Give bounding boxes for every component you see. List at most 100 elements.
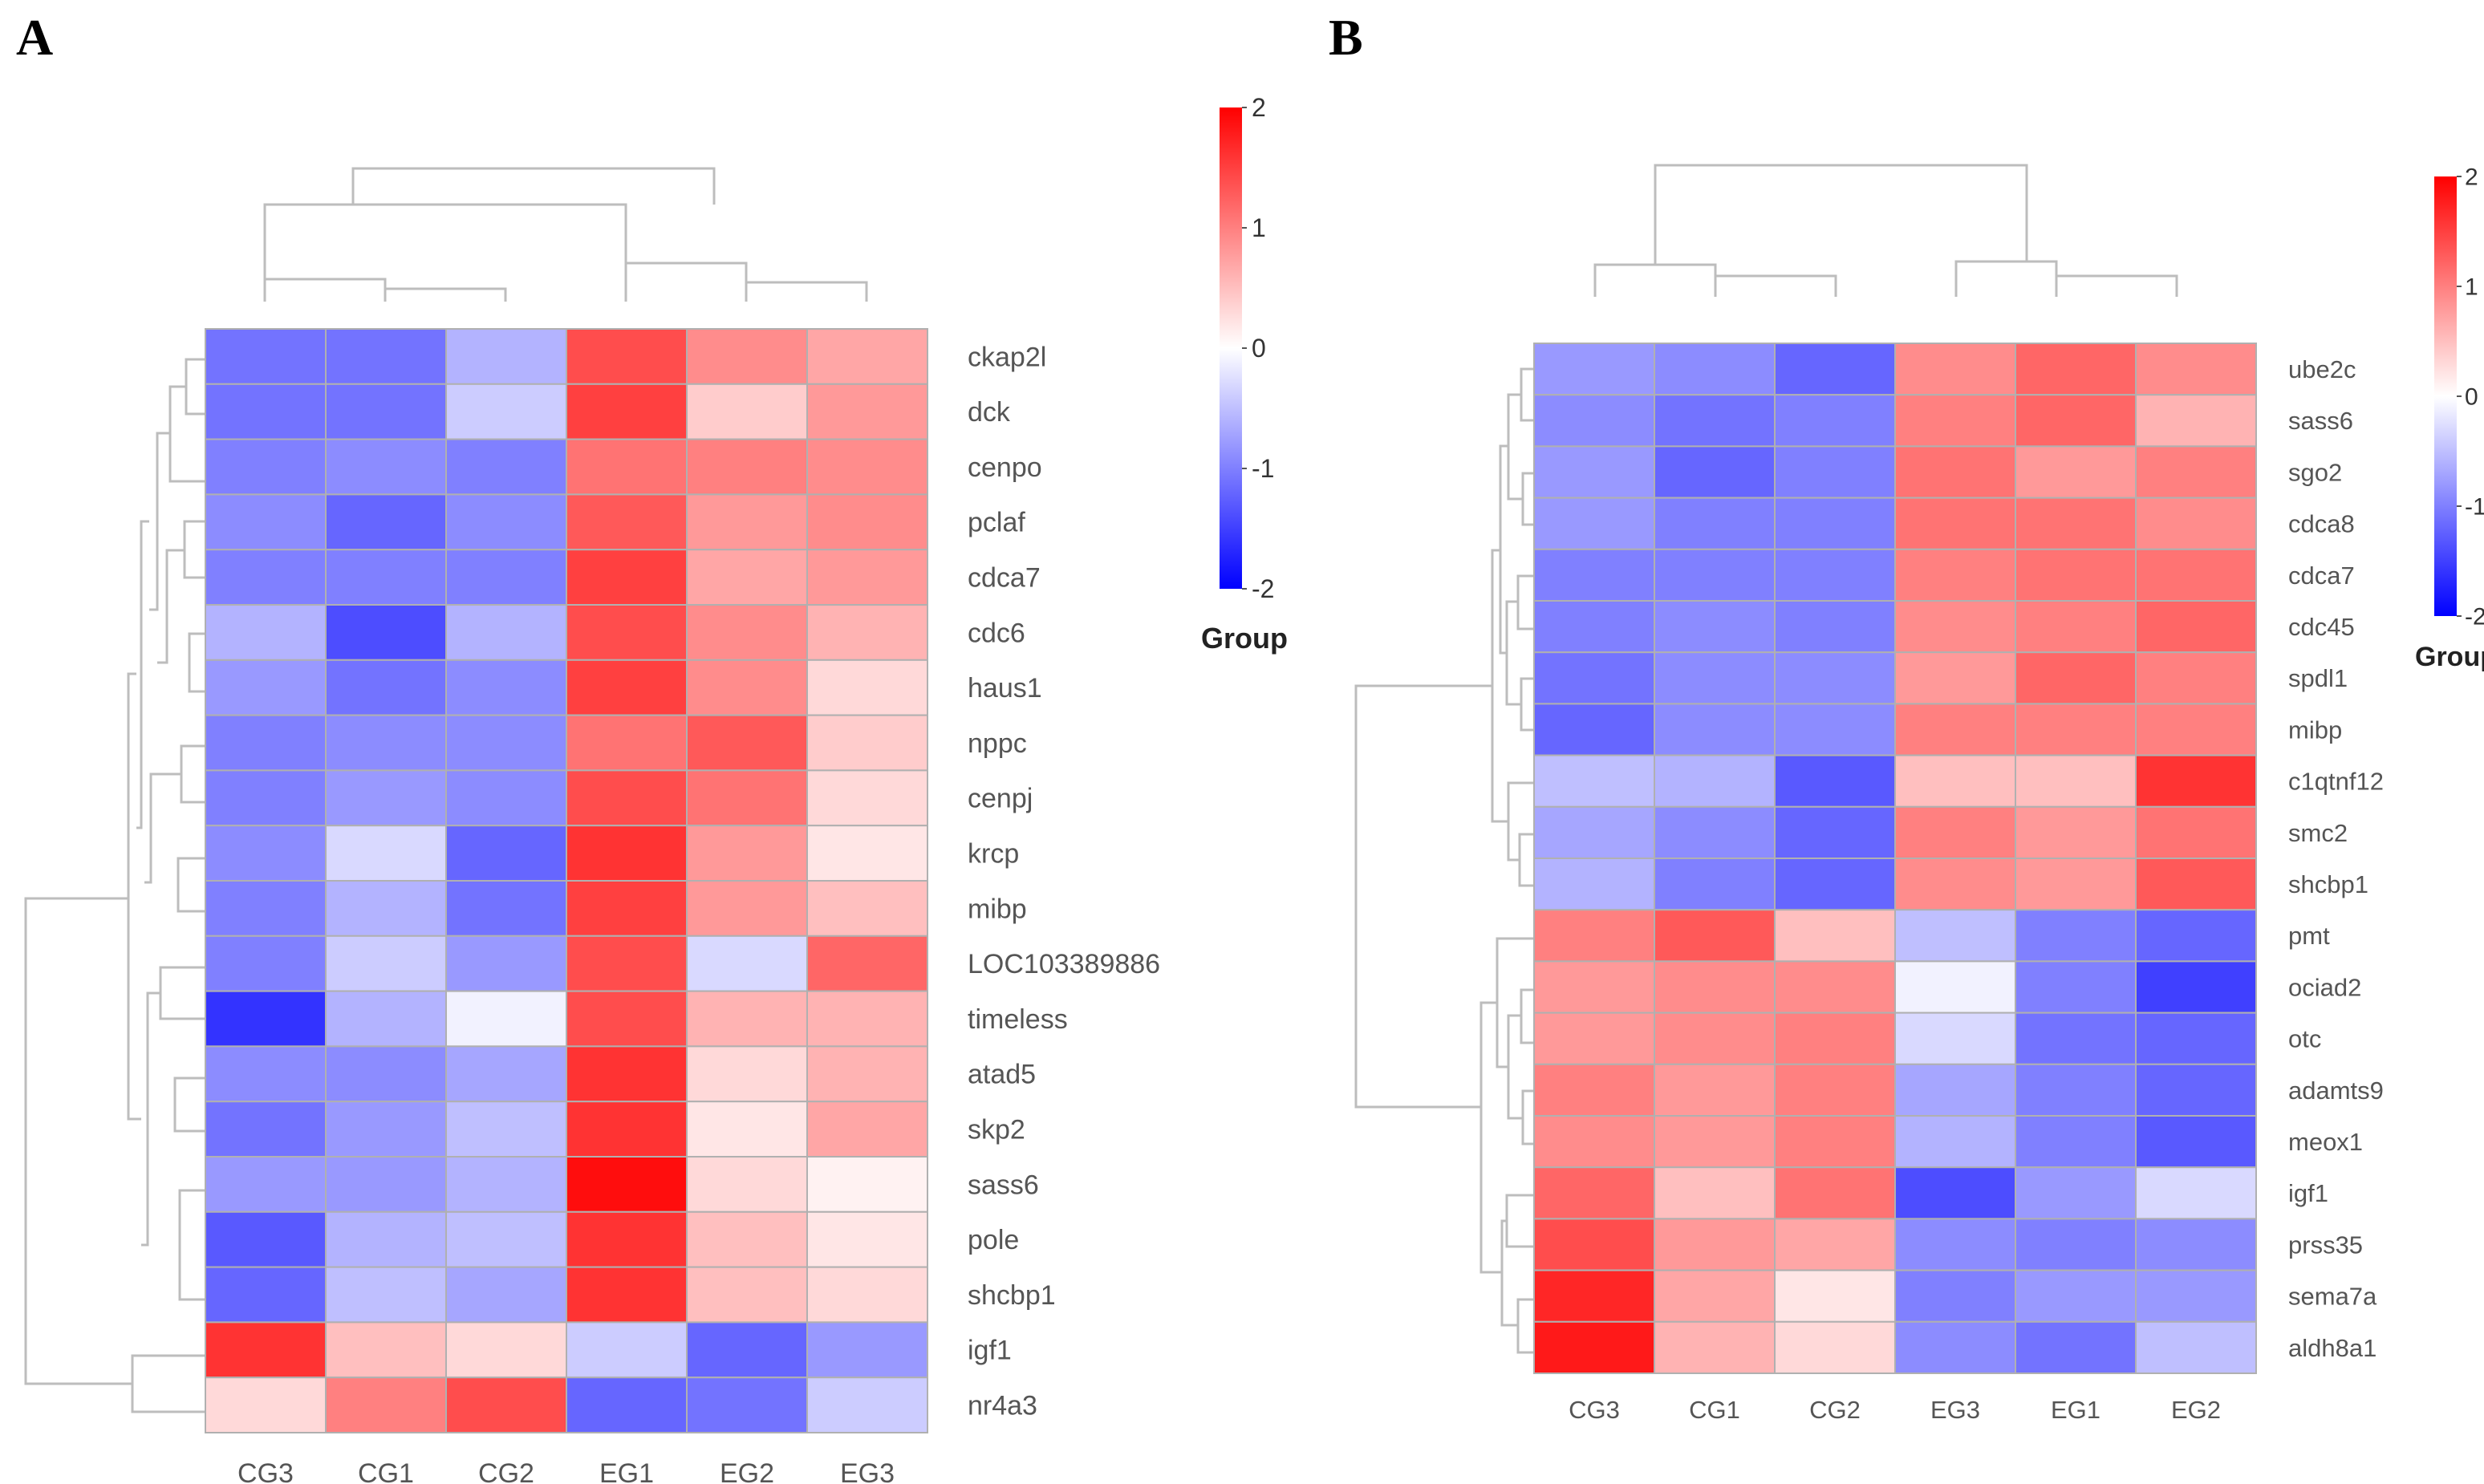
heatmap-cell [686,659,808,716]
heatmap-cell [325,383,447,440]
heatmap-cell [1533,394,1655,448]
heatmap-cell [2135,445,2257,499]
heatmap-cell [806,714,928,772]
heatmap-cell [1774,394,1896,448]
heatmap-cell [325,769,447,827]
heatmap-cell [566,935,688,992]
heatmap-cell [806,1266,928,1324]
heatmap-cell [566,1101,688,1158]
heatmap-cell [445,549,567,606]
legend-tick-label: -1 [1252,454,1274,483]
row-label: pmt [2288,922,2330,950]
heatmap-cell [1654,909,1776,963]
heatmap-cell [1654,1115,1776,1169]
heatmap-cell [205,549,327,606]
heatmap-cell [1533,651,1655,705]
heatmap-cell [1654,445,1776,499]
heatmap-cell [325,1045,447,1103]
heatmap-cell [2015,960,2137,1014]
heatmap-cell [1533,1218,1655,1271]
heatmap-cell [806,328,928,385]
column-label: CG3 [1569,1396,1620,1424]
heatmap-cell [325,1156,447,1213]
heatmap-cell [1894,600,2016,654]
heatmap-cell [1774,343,1896,396]
heatmap-cell [205,1045,327,1103]
row-label: LOC103389886 [968,949,1160,979]
heatmap-cell [445,493,567,551]
heatmap-cell [1654,960,1776,1014]
heatmap-cell [1894,497,2016,550]
heatmap-cell [2135,548,2257,602]
heatmap-cell [2015,754,2137,808]
heatmap-cell [1654,497,1776,550]
heatmap-cell [2015,1166,2137,1220]
heatmap-cell [1774,805,1896,859]
heatmap-cell [1533,497,1655,550]
heatmap-cell [1654,1218,1776,1271]
heatmap-cell [325,438,447,496]
heatmap-cell [325,1210,447,1268]
heatmap-cell [1894,1269,2016,1323]
heatmap-cell [445,328,567,385]
heatmap-cell [1774,548,1896,602]
heatmap-cell [1654,805,1776,859]
heatmap-cell [2135,909,2257,963]
heatmap-cell [806,880,928,937]
heatmap-cell [806,1210,928,1268]
heatmap-cell [1894,805,2016,859]
column-label: CG2 [478,1458,534,1484]
heatmap-cell [1774,600,1896,654]
heatmap-cell [686,1101,808,1158]
heatmap-cell [325,1377,447,1433]
legend-color-bar [2434,176,2457,616]
heatmap-cell [205,493,327,551]
heatmap-cell [806,1156,928,1213]
heatmap-cell [2135,1320,2257,1375]
heatmap-cell [1654,858,1776,911]
heatmap-cell [806,1321,928,1379]
heatmap-cell [1533,909,1655,963]
panel-b-color-legend: 2 1 0 -1 -2 Group [2415,164,2484,673]
heatmap-cell [205,604,327,661]
heatmap-cell [205,1101,327,1158]
heatmap-cell [566,549,688,606]
heatmap-cell [2135,343,2257,396]
heatmap-cell [1774,1269,1896,1323]
heatmap-cell [1774,1166,1896,1220]
panel-a-row-dendrogram [24,358,205,1413]
row-label: meox1 [2288,1128,2363,1156]
row-label: cdc45 [2288,613,2355,641]
legend-color-bar [1220,107,1242,589]
heatmap-cell [1894,651,2016,705]
row-label: igf1 [968,1336,1012,1366]
heatmap-cell [2135,1269,2257,1323]
panel-a-color-legend: 2 1 0 -1 -2 Group [1201,93,1288,655]
heatmap-cell [2015,343,2137,396]
legend-tick-label: -2 [1252,574,1274,603]
heatmap-cell [325,990,447,1048]
heatmap-cell [1654,1269,1776,1323]
row-label: pole [968,1225,1019,1255]
heatmap-cell [2135,858,2257,911]
heatmap-cell [566,1266,688,1324]
heatmap-cell [806,769,928,827]
heatmap-cell [1654,703,1776,756]
heatmap-cell [566,328,688,385]
heatmap-cell [1894,858,2016,911]
heatmap-cell [2015,703,2137,756]
heatmap-cell [1774,1115,1896,1169]
heatmap-cell [325,825,447,882]
heatmap-cell [1894,754,2016,808]
heatmap-cell [205,990,327,1048]
panel-b-heatmap [1533,343,2257,1375]
heatmap-cell [205,935,327,992]
heatmap-cell [325,1266,447,1324]
heatmap-cell [205,1377,327,1433]
heatmap-cell [686,1045,808,1103]
column-label: CG1 [358,1458,414,1484]
heatmap-cell [205,659,327,716]
row-label: adamts9 [2288,1077,2384,1105]
row-label: ckap2l [968,342,1046,372]
heatmap-cell [445,1321,567,1379]
